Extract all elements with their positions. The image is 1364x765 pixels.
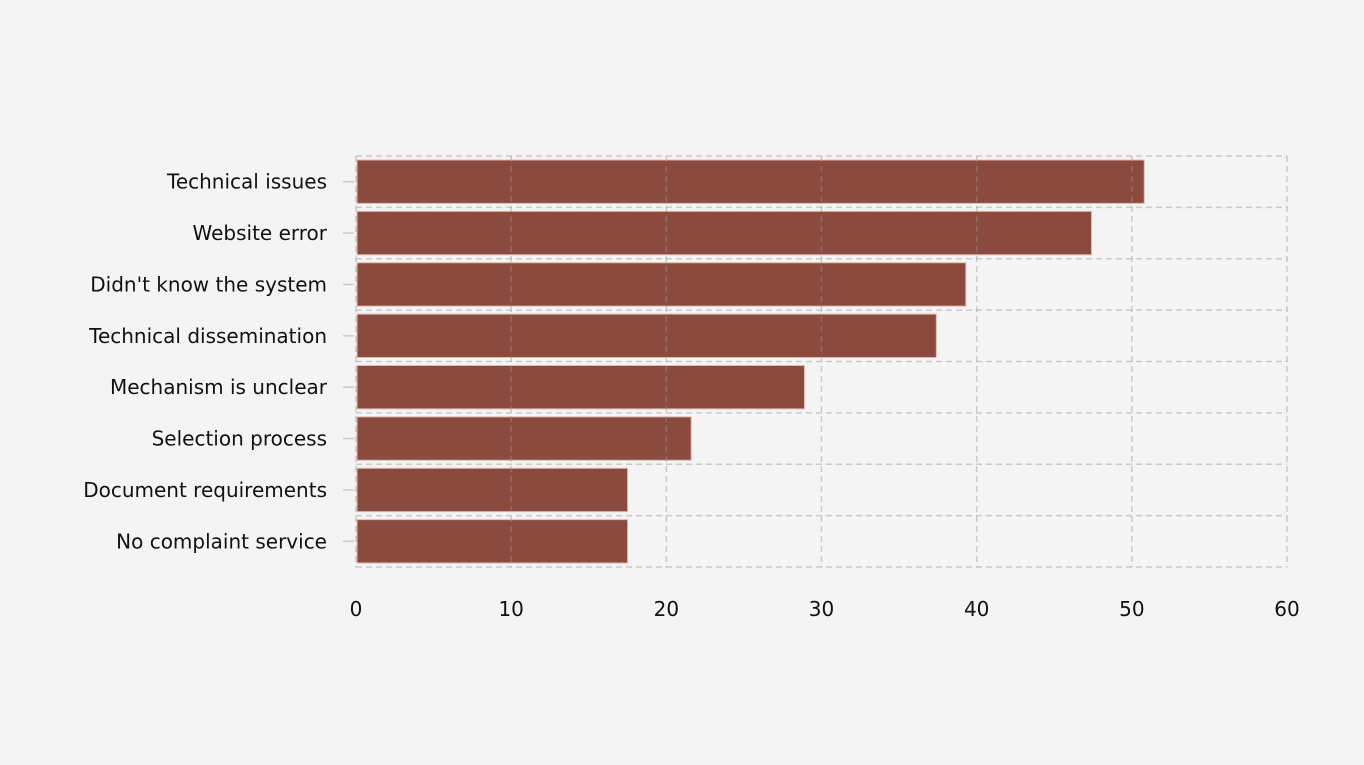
x-tick-label: 0	[350, 597, 363, 621]
x-tick-label: 50	[1119, 597, 1144, 621]
y-tick-label: Mechanism is unclear	[110, 375, 328, 399]
bar	[356, 416, 692, 461]
x-tick-label: 10	[498, 597, 523, 621]
y-tick-label: Selection process	[152, 427, 327, 451]
grid-layer	[355, 155, 1288, 568]
y-tick-label: Technical dissemination	[88, 324, 327, 348]
bar	[356, 365, 805, 410]
y-tick-label: No complaint service	[116, 529, 327, 553]
bar	[356, 313, 937, 358]
y-tick-label: Technical issues	[166, 170, 327, 194]
x-tick-label: 40	[964, 597, 989, 621]
y-tick-label: Document requirements	[83, 478, 327, 502]
x-tick-label: 20	[654, 597, 679, 621]
y-tick-label: Didn't know the system	[90, 272, 327, 296]
x-axis-labels: 0 10 20 30 40 50 60	[350, 597, 1300, 621]
y-axis-labels: Technical issues Website error Didn't know…	[83, 170, 354, 553]
bars-layer	[356, 159, 1145, 564]
bar	[356, 262, 967, 307]
bar	[356, 519, 629, 564]
bar	[356, 210, 1092, 256]
x-tick-label: 30	[809, 597, 834, 621]
y-tick-label: Website error	[192, 221, 327, 245]
x-tick-label: 60	[1274, 597, 1299, 621]
bar	[356, 159, 1145, 204]
bar	[356, 467, 629, 513]
